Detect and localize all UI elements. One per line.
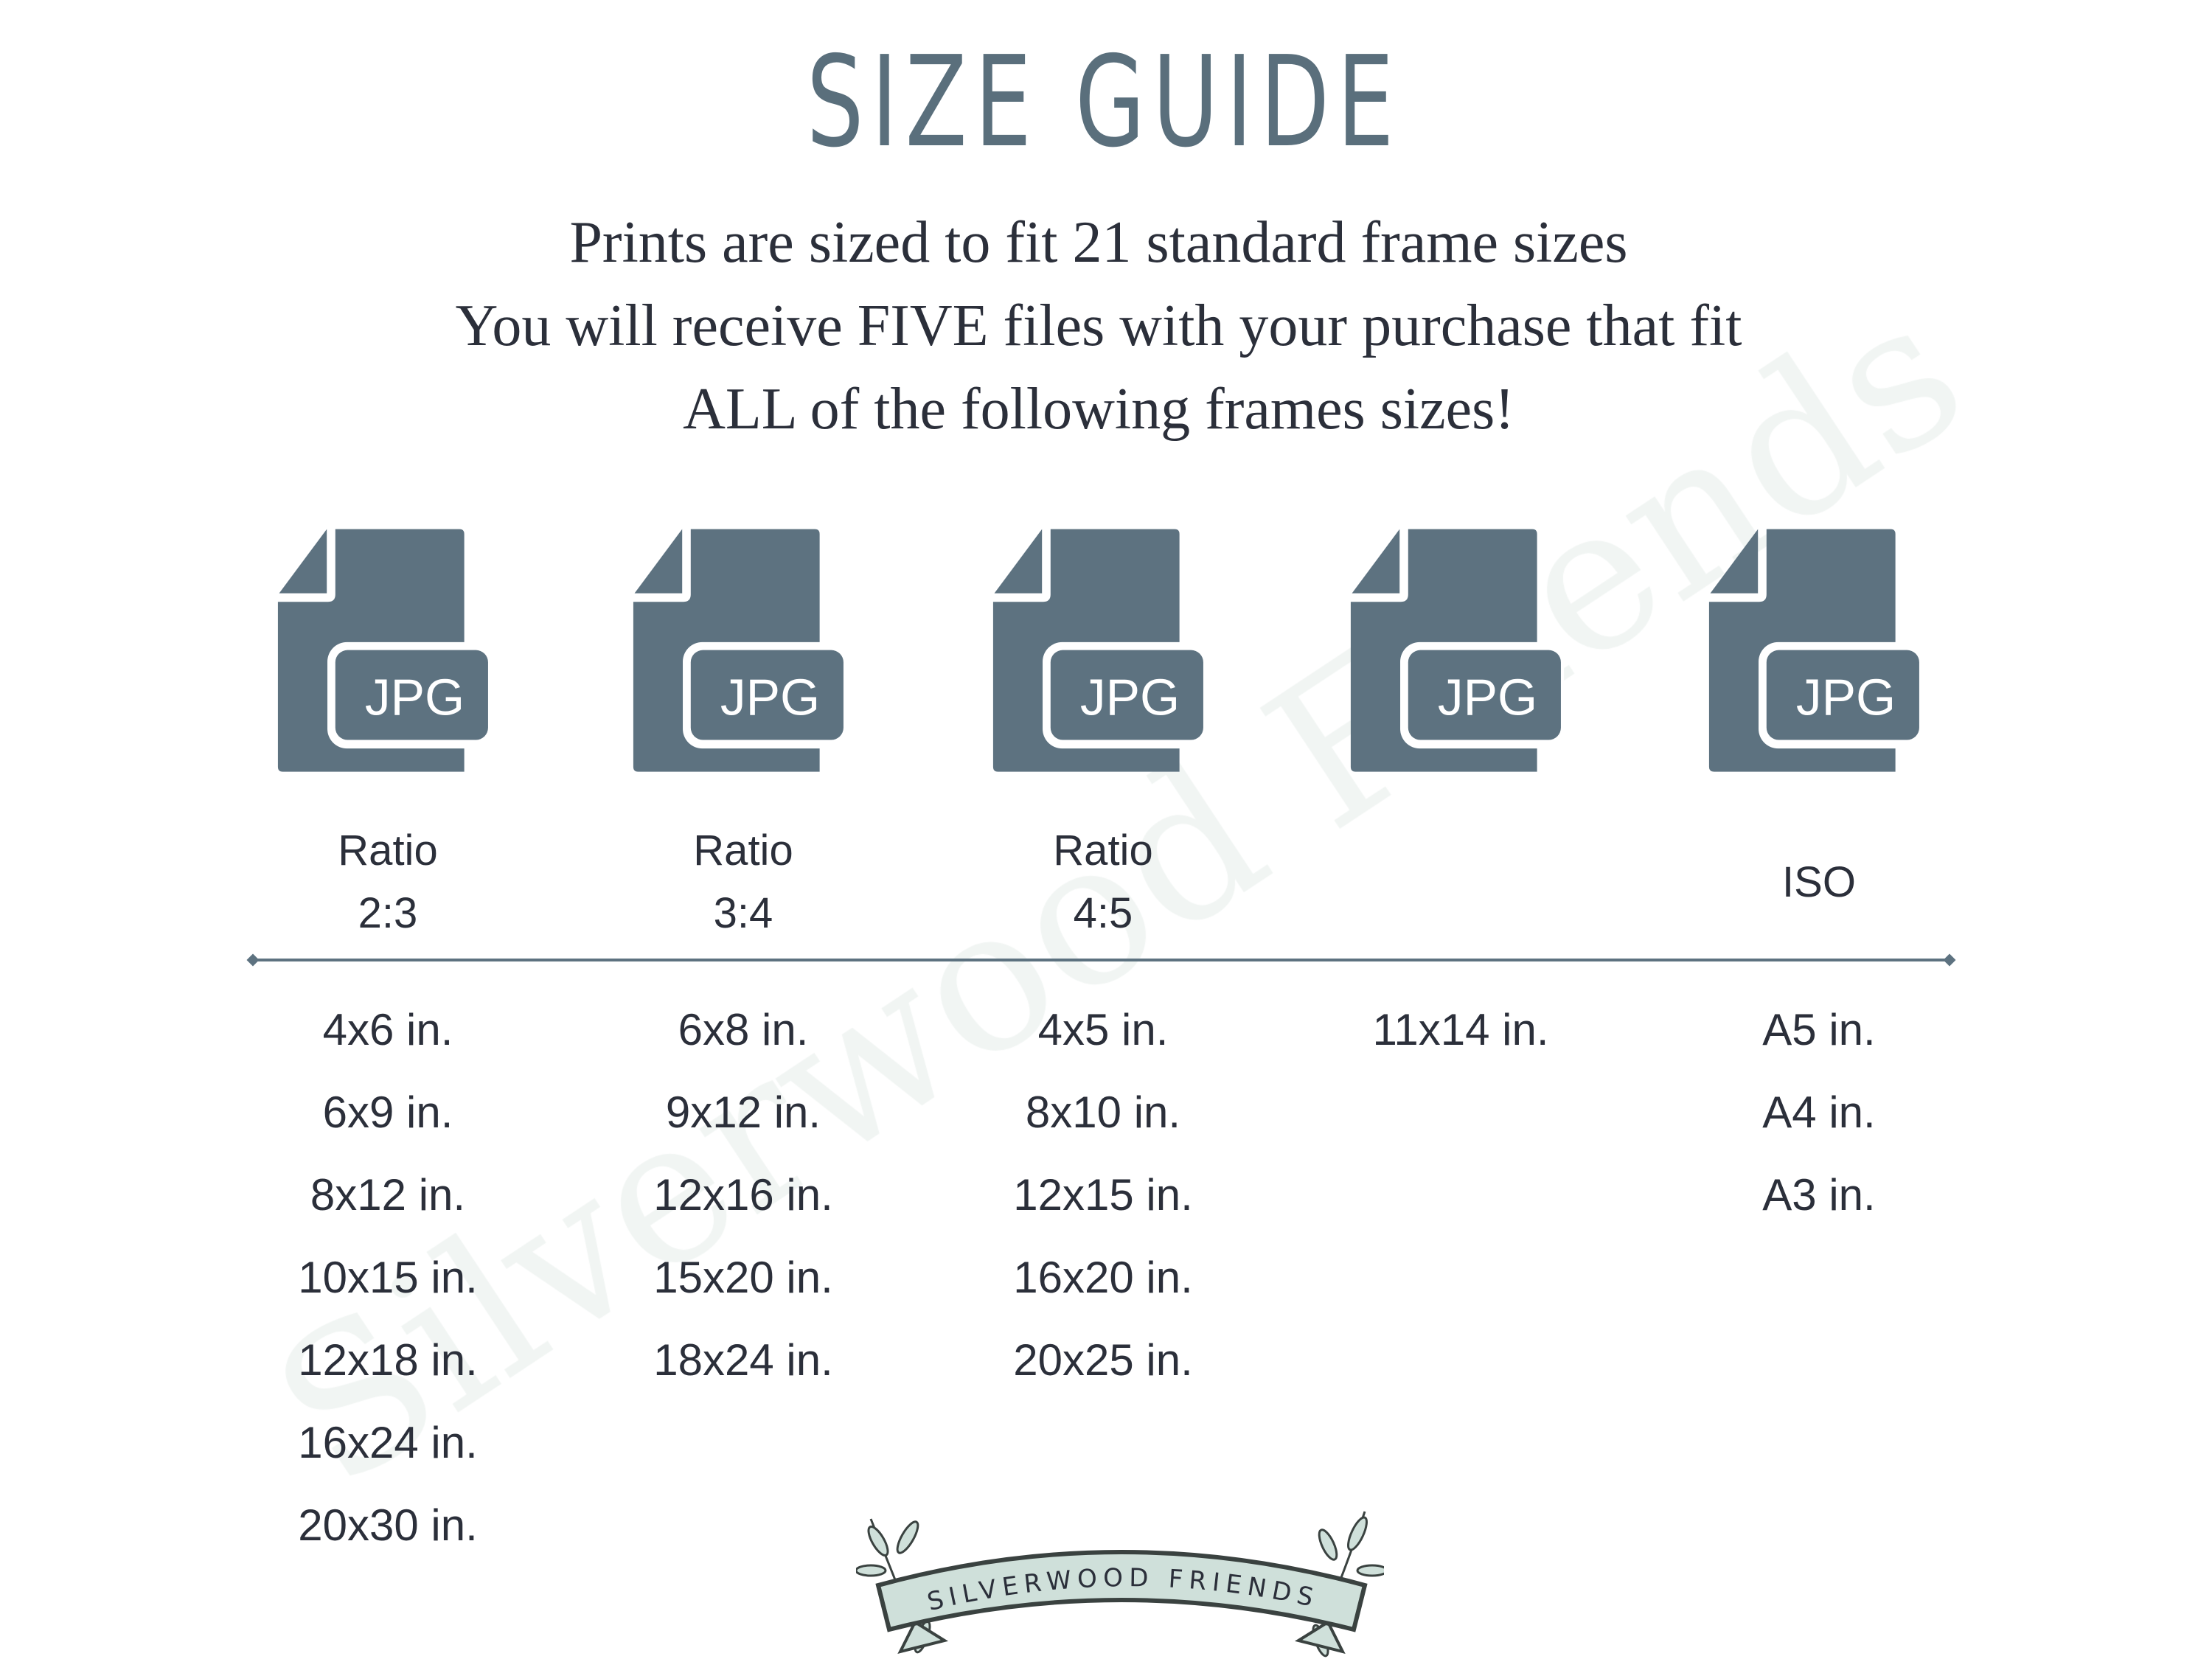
frame-size: 8x10 in. <box>1025 1088 1181 1137</box>
size-column: JPG Ratio 2:3 4x6 in. 6x9 in. 8x12 in. 10x15 … <box>211 0 565 1659</box>
jpg-file-icon: JPG <box>1708 529 1923 772</box>
silverwood-friends-logo: SILVERWOOD FRIENDS <box>856 1511 1384 1658</box>
frame-size: 4x5 in. <box>1037 1005 1169 1054</box>
jpg-file-icon: JPG <box>1350 529 1565 772</box>
ratio-label: 4:5 <box>1073 889 1133 937</box>
frame-size: 15x20 in. <box>653 1253 833 1302</box>
frame-size: 6x9 in. <box>322 1088 453 1137</box>
divider-line <box>252 959 1950 961</box>
jpg-label: JPG <box>365 669 465 726</box>
frame-size: 8x12 in. <box>310 1170 466 1220</box>
frame-size: 11x14 in. <box>1372 1005 1549 1054</box>
ratio-label: Ratio <box>1053 827 1153 874</box>
ratio-label: Ratio <box>693 827 793 874</box>
frame-size: 4x6 in. <box>322 1005 453 1054</box>
jpg-label: JPG <box>720 669 820 726</box>
jpg-file-icon: JPG <box>992 529 1207 772</box>
size-column: JPG Ratio 3:4 6x8 in. 9x12 in. 12x16 in. 15x2… <box>566 0 920 1659</box>
frame-size: A3 in. <box>1762 1170 1876 1220</box>
jpg-file-icon: JPG <box>633 529 847 772</box>
size-column: JPG ISO A5 in. A4 in. A3 in. <box>1642 0 1996 1659</box>
frame-size: A5 in. <box>1762 1005 1876 1054</box>
frame-size: 16x20 in. <box>1013 1253 1193 1302</box>
frame-size: 18x24 in. <box>653 1335 833 1385</box>
ratio-label: ISO <box>1782 858 1856 906</box>
frame-size: 20x25 in. <box>1013 1335 1193 1385</box>
frame-size: 12x18 in. <box>298 1335 478 1385</box>
ratio-label: 2:3 <box>358 889 418 937</box>
frame-size: 10x15 in. <box>298 1253 478 1302</box>
size-column: JPG 11x14 in. <box>1284 0 1638 1659</box>
size-column: JPG Ratio 4:5 4x5 in. 8x10 in. 12x15 in. 16x2… <box>926 0 1280 1659</box>
frame-size: 6x8 in. <box>678 1005 809 1054</box>
ratio-label: Ratio <box>338 827 438 874</box>
jpg-label: JPG <box>1796 669 1896 726</box>
jpg-label: JPG <box>1438 669 1537 726</box>
frame-size: 12x16 in. <box>653 1170 833 1220</box>
jpg-label: JPG <box>1080 669 1180 726</box>
frame-size: 20x30 in. <box>298 1500 478 1550</box>
frame-size: 9x12 in. <box>665 1088 821 1137</box>
ratio-label: 3:4 <box>713 889 773 937</box>
frame-size: 16x24 in. <box>298 1418 478 1467</box>
frame-size: 12x15 in. <box>1013 1170 1193 1220</box>
jpg-file-icon: JPG <box>277 529 492 772</box>
frame-size: A4 in. <box>1762 1088 1876 1137</box>
